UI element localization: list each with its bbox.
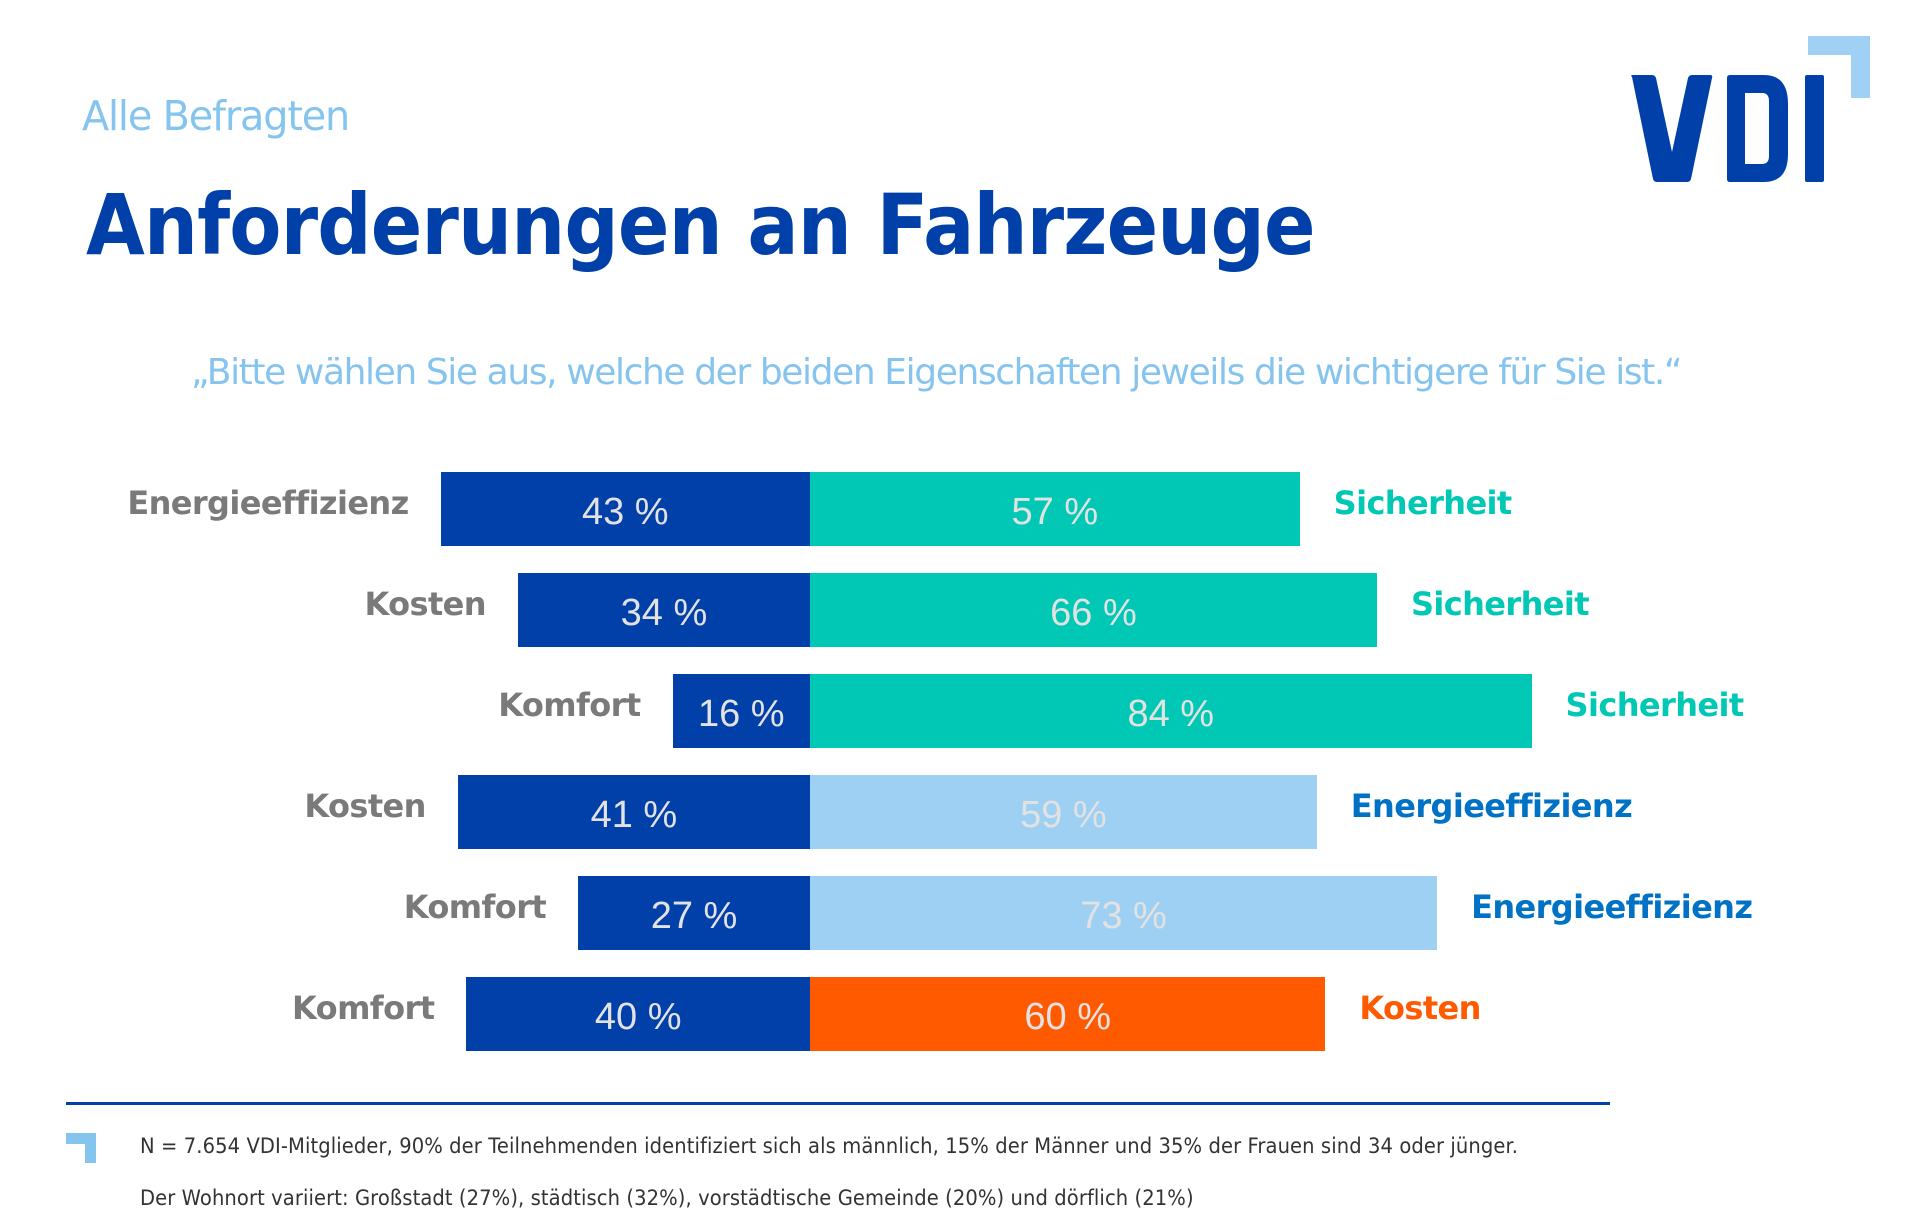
right-bar: 59 % <box>810 775 1317 849</box>
right-category-label: Sicherheit <box>1410 585 1590 623</box>
left-value-label: 16 % <box>697 693 785 735</box>
left-category-label: Komfort <box>498 686 641 724</box>
right-bar: 73 % <box>810 876 1438 950</box>
right-category-label: Sicherheit <box>1565 686 1745 724</box>
left-value-label: 34 % <box>620 592 708 634</box>
survey-question: „Bitte wählen Sie aus, welche der beiden… <box>190 352 1683 393</box>
left-value-label: 41 % <box>590 794 678 836</box>
right-value-label: 84 % <box>1127 693 1215 735</box>
right-category-label: Energieeffizienz <box>1350 787 1633 825</box>
left-category-label: Komfort <box>403 888 547 926</box>
footer-divider <box>66 1102 1610 1105</box>
right-category-label: Kosten <box>1359 989 1481 1027</box>
left-value-label: 43 % <box>581 491 669 533</box>
left-bar: 40 % <box>466 977 810 1051</box>
left-value-label: 27 % <box>650 895 738 937</box>
left-category-label: Kosten <box>364 585 487 623</box>
right-category-label: Energieeffizienz <box>1471 888 1753 926</box>
left-category-label: Energieeffizienz <box>127 484 409 522</box>
right-bar: 84 % <box>810 674 1532 748</box>
right-value-label: 66 % <box>1050 592 1137 634</box>
left-category-label: Komfort <box>292 989 435 1027</box>
corner-bracket-icon <box>1808 36 1870 98</box>
right-value-label: 73 % <box>1080 895 1167 937</box>
corner-bracket-icon <box>66 1133 96 1163</box>
left-bar: 41 % <box>457 775 810 849</box>
right-bar: 60 % <box>810 977 1326 1051</box>
left-bar: 27 % <box>578 876 810 950</box>
left-category-label: Kosten <box>304 787 426 825</box>
vdi-logo-letters <box>1631 75 1824 182</box>
right-value-label: 60 % <box>1024 996 1111 1038</box>
audience-label: Alle Befragten <box>82 92 350 140</box>
residence-footnote: Der Wohnort variiert: Großstadt (27%), s… <box>140 1186 1194 1210</box>
right-value-label: 59 % <box>1020 794 1107 836</box>
left-bar: 43 % <box>440 472 810 546</box>
right-category-label: Sicherheit <box>1333 484 1513 522</box>
right-bar: 57 % <box>810 472 1300 546</box>
right-value-label: 57 % <box>1011 491 1099 533</box>
page-title: Anforderungen an Fahrzeuge <box>86 176 1316 274</box>
sample-footnote: N = 7.654 VDI-Mitglieder, 90% der Teilne… <box>140 1134 1519 1158</box>
left-bar: 34 % <box>517 573 810 647</box>
right-bar: 66 % <box>810 573 1377 647</box>
left-bar: 16 % <box>672 674 810 748</box>
vdi-logo <box>1631 36 1870 182</box>
left-value-label: 40 % <box>594 996 682 1038</box>
